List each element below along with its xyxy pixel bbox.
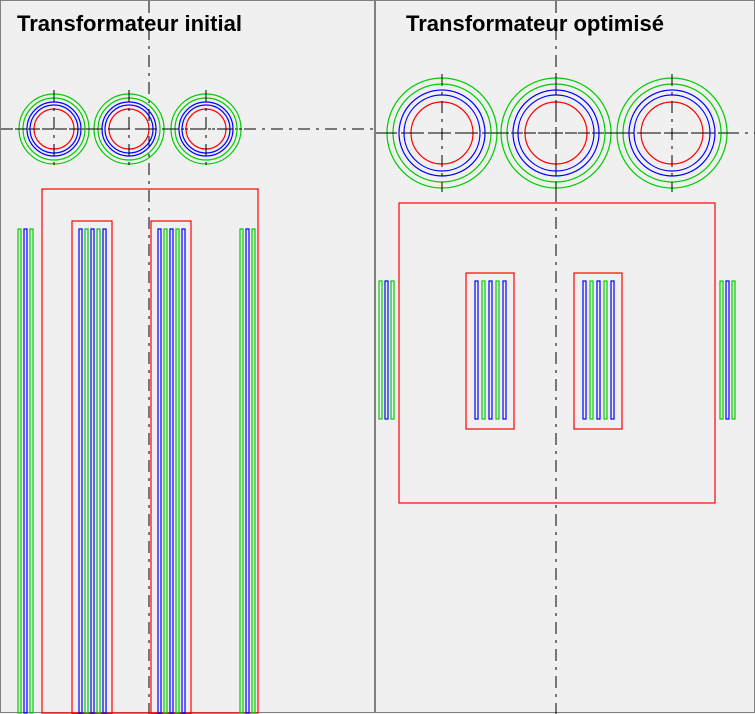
panel-optimised: Transformateur optimisé	[375, 0, 755, 713]
panel-initial: Transformateur initial	[0, 0, 375, 713]
diagram-initial	[1, 1, 376, 714]
diagram-optimised	[376, 1, 755, 714]
